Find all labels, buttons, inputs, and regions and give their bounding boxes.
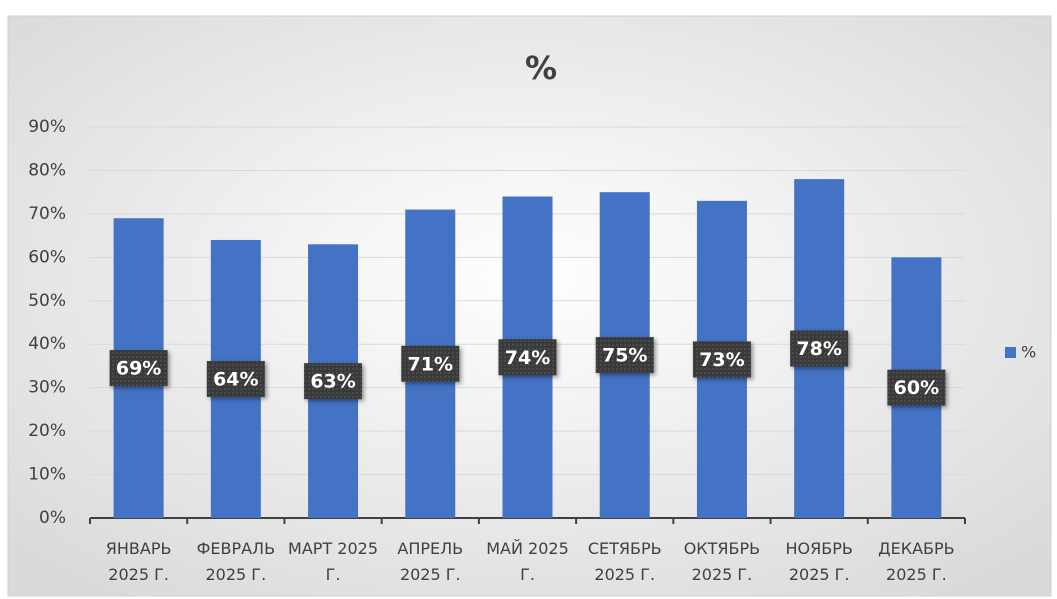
data-label: 78% <box>796 338 841 360</box>
y-tick-label: 10% <box>28 465 66 485</box>
data-label: 75% <box>602 345 647 367</box>
y-tick-label: 80% <box>28 160 66 180</box>
data-label: 71% <box>408 353 453 375</box>
y-tick-label: 40% <box>28 334 66 354</box>
legend-swatch <box>1005 347 1016 358</box>
x-tick-label: ДЕКАБРЬ 2025 Г. <box>878 539 955 584</box>
y-tick-label: 70% <box>28 204 66 224</box>
data-label-box <box>109 350 168 387</box>
data-label: 63% <box>310 371 355 393</box>
x-tick-label: МАЙ 2025 Г. <box>486 539 569 584</box>
y-tick-label: 60% <box>28 247 66 267</box>
data-label-box <box>692 341 751 378</box>
data-label: 69% <box>116 358 161 380</box>
data-label-box <box>304 363 363 400</box>
x-tick-label: ЯНВАРЬ 2025 Г. <box>105 539 172 584</box>
y-tick-label: 30% <box>28 378 66 398</box>
y-tick-label: 20% <box>28 421 66 441</box>
x-tick-label: СЕТЯБРЬ 2025 Г. <box>587 539 662 584</box>
x-tick-label: ОКТЯБРЬ 2025 Г. <box>683 539 761 584</box>
x-tick-label: АПРЕЛЬ 2025 Г. <box>397 539 464 584</box>
chart-title: % <box>525 49 557 87</box>
data-label-box <box>206 360 265 397</box>
data-label: 64% <box>213 368 258 390</box>
data-label-box <box>887 369 946 406</box>
data-label: 60% <box>894 377 939 399</box>
data-label-box <box>498 339 557 376</box>
data-label-box <box>790 330 849 367</box>
data-label-box <box>595 337 654 374</box>
data-label-box <box>401 345 460 382</box>
y-tick-label: 50% <box>28 291 66 311</box>
x-tick-label: НОЯБРЬ 2025 Г. <box>785 539 853 584</box>
x-tick-label: МАРТ 2025 Г. <box>288 539 379 584</box>
data-label: 73% <box>699 349 744 371</box>
y-tick-label: 0% <box>39 508 66 528</box>
x-tick-label: ФЕВРАЛЬ 2025 Г. <box>196 539 276 584</box>
data-label: 74% <box>505 347 550 369</box>
legend-label: % <box>1021 343 1036 362</box>
y-tick-label: 90% <box>28 117 66 137</box>
